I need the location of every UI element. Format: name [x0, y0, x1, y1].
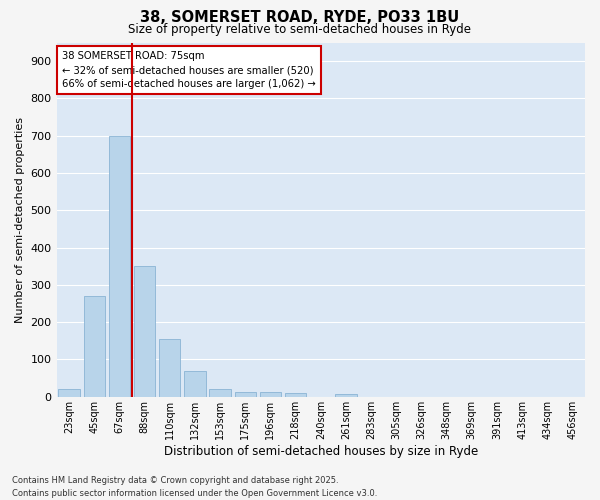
Y-axis label: Number of semi-detached properties: Number of semi-detached properties	[15, 116, 25, 322]
Bar	[83, 296, 105, 397]
Text: Size of property relative to semi-detached houses in Ryde: Size of property relative to semi-detach…	[128, 22, 472, 36]
Text: 38, SOMERSET ROAD, RYDE, PO33 1BU: 38, SOMERSET ROAD, RYDE, PO33 1BU	[140, 10, 460, 25]
Bar	[260, 392, 281, 397]
Bar	[335, 394, 356, 397]
Bar	[159, 339, 181, 397]
Text: 38 SOMERSET ROAD: 75sqm
← 32% of semi-detached houses are smaller (520)
66% of s: 38 SOMERSET ROAD: 75sqm ← 32% of semi-de…	[62, 52, 316, 90]
Bar	[184, 370, 206, 397]
Text: Contains HM Land Registry data © Crown copyright and database right 2025.
Contai: Contains HM Land Registry data © Crown c…	[12, 476, 377, 498]
Bar	[109, 136, 130, 397]
X-axis label: Distribution of semi-detached houses by size in Ryde: Distribution of semi-detached houses by …	[164, 444, 478, 458]
Bar	[285, 393, 307, 397]
Bar	[134, 266, 155, 397]
Bar	[235, 392, 256, 397]
Bar	[209, 388, 231, 397]
Bar	[58, 390, 80, 397]
